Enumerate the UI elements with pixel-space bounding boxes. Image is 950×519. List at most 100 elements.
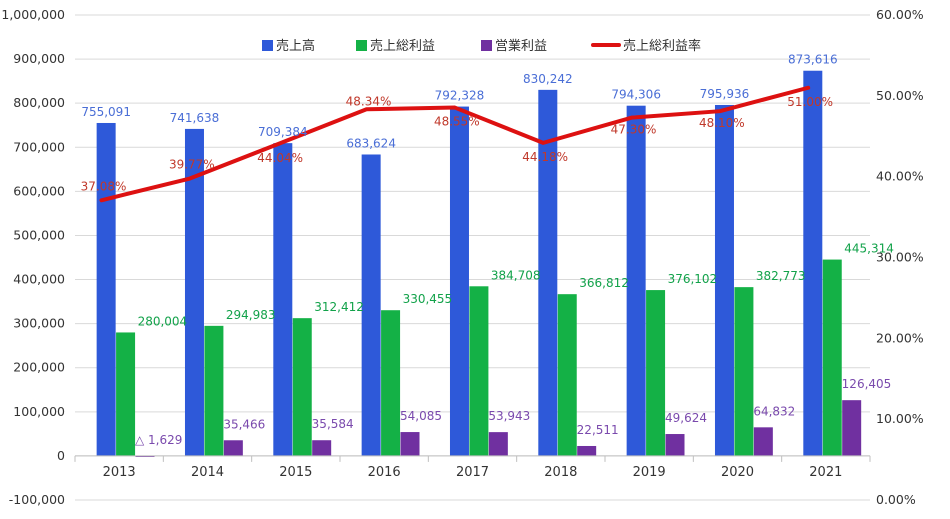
bar-2-1: [223, 440, 243, 456]
bar-2-6: [665, 434, 685, 456]
bar-2-4: [488, 432, 508, 456]
bar-2-3: [400, 432, 420, 456]
line-label-4: 48.55%: [434, 115, 480, 129]
bar-1-7: [734, 287, 754, 456]
y-left-tick-label: 800,000: [13, 95, 65, 110]
bar-0-2: [273, 143, 293, 456]
line-label-8: 51.00%: [787, 95, 833, 109]
legend-label-3: 売上総利益率: [623, 38, 701, 54]
data-label-0-8: 873,616: [788, 53, 838, 67]
bar-series: [96, 70, 862, 457]
data-label-2-8: 126,405: [842, 377, 892, 391]
data-label-1-6: 376,102: [668, 272, 718, 286]
line-point-4: [454, 107, 456, 109]
y-left-tick-label: -100,000: [9, 492, 65, 507]
legend-label-0: 売上高: [276, 38, 315, 54]
bar-2-2: [312, 440, 332, 456]
bar-1-8: [822, 259, 842, 456]
x-tick-label: 2020: [721, 465, 754, 480]
line-point-1: [189, 178, 191, 180]
bar-0-7: [714, 104, 734, 456]
bar-0-6: [626, 105, 646, 456]
bar-1-3: [381, 310, 401, 456]
x-tick-label: 2018: [544, 465, 577, 480]
data-label-0-4: 792,328: [435, 89, 485, 103]
data-label-1-0: 280,004: [138, 314, 188, 328]
y-left-tick-label: 1,000,000: [1, 7, 65, 22]
bar-1-0: [116, 332, 136, 456]
line-point-7: [719, 110, 721, 112]
y-right-tick-label: 10.00%: [876, 411, 924, 426]
legend-swatch-1: [356, 40, 367, 51]
data-label-1-7: 382,773: [756, 269, 806, 283]
data-label-2-2: 35,584: [312, 417, 354, 431]
data-label-0-3: 683,624: [346, 136, 396, 150]
data-label-0-6: 794,306: [611, 88, 661, 102]
y-right-tick-label: 30.00%: [876, 250, 924, 265]
bar-1-6: [646, 290, 666, 456]
y-left-tick-label: 700,000: [13, 139, 65, 154]
data-label-2-5: 22,511: [577, 423, 619, 437]
bar-2-5: [577, 445, 597, 456]
line-label-0: 37.08%: [81, 179, 127, 193]
data-label-2-1: 35,466: [223, 417, 265, 431]
legend-label-2: 営業利益: [495, 38, 547, 54]
data-label-1-5: 366,812: [579, 276, 629, 290]
data-label-0-1: 741,638: [170, 111, 220, 125]
legend-swatch-0: [262, 40, 273, 51]
bar-2-8: [842, 400, 862, 456]
bar-0-3: [361, 154, 381, 456]
y-right-tick-label: 50.00%: [876, 88, 924, 103]
data-label-0-5: 830,242: [523, 72, 573, 86]
bar-0-5: [538, 89, 558, 456]
line-point-5: [542, 142, 544, 144]
line-point-3: [366, 108, 367, 110]
y-left-tick-label: 400,000: [13, 272, 65, 287]
line-point-8: [807, 87, 809, 89]
data-label-1-2: 312,412: [314, 300, 364, 314]
y-left-tick-label: 500,000: [13, 227, 65, 242]
y-left-tick-label: 900,000: [13, 51, 65, 66]
data-label-0-2: 709,384: [258, 125, 308, 139]
data-label-1-3: 330,455: [403, 292, 453, 306]
line-label-1: 39.77%: [169, 158, 215, 172]
bar-1-1: [204, 325, 224, 456]
data-label-2-0: △ 1,629: [135, 433, 182, 447]
legend-label-1: 売上総利益: [370, 38, 435, 54]
bar-0-8: [803, 70, 823, 456]
data-labels: 755,091 741,638 709,384 683,624 792,328 830,2…: [81, 53, 894, 447]
line-point-2: [277, 143, 279, 145]
data-label-1-1: 294,983: [226, 308, 276, 322]
y-left-tick-label: 100,000: [13, 404, 65, 419]
data-label-2-4: 53,943: [488, 409, 530, 423]
y-right-tick-label: 60.00%: [876, 7, 924, 22]
y-right-tick-label: 20.00%: [876, 330, 924, 345]
line-label-7: 48.10%: [699, 116, 745, 130]
data-label-0-7: 795,936: [700, 87, 750, 101]
legend: 売上高 売上総利益 営業利益 売上総利益率: [262, 38, 701, 54]
y-left-tick-label: 600,000: [13, 183, 65, 198]
line-series: [99, 85, 811, 203]
line-point-0: [101, 199, 102, 201]
data-label-2-7: 64,832: [753, 404, 795, 418]
bar-1-2: [292, 318, 312, 456]
axes: -100,000 0 100,000 200,000 300,000 400,000 500…: [1, 7, 923, 507]
bar-2-7: [753, 427, 773, 456]
x-tick-label: 2013: [103, 465, 136, 480]
bar-1-5: [557, 294, 577, 456]
data-label-0-0: 755,091: [81, 105, 131, 119]
bar-0-4: [449, 106, 469, 456]
x-tick-label: 2014: [191, 465, 224, 480]
data-label-2-3: 54,085: [400, 409, 442, 423]
line-label-2: 44.04%: [257, 151, 303, 165]
x-tick-label: 2016: [368, 465, 401, 480]
y-right-tick-label: 0.00%: [876, 492, 916, 507]
x-tick-label: 2021: [809, 465, 842, 480]
line-label-6: 47.30%: [611, 123, 657, 137]
line-point-6: [631, 117, 632, 119]
data-label-2-6: 49,624: [665, 411, 707, 425]
line-label-5: 44.18%: [522, 150, 568, 164]
x-tick-label: 2017: [456, 465, 489, 480]
bar-0-0: [96, 122, 116, 456]
